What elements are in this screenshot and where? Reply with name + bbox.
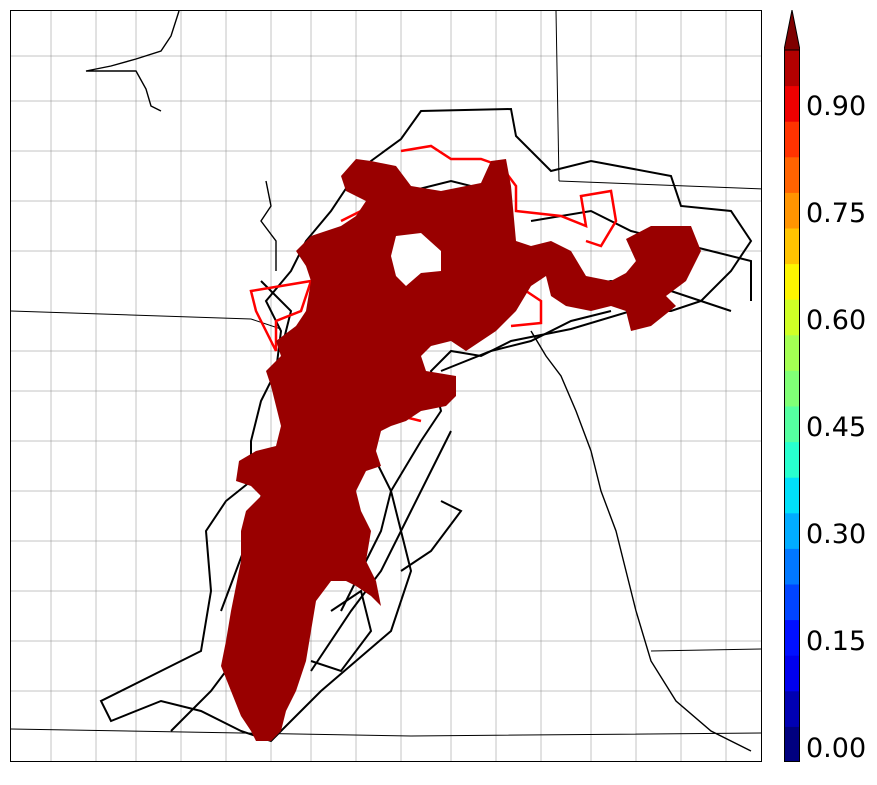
colorbar-segment	[784, 477, 800, 514]
colorbar-segment	[784, 50, 800, 87]
colorbar-segment	[784, 370, 800, 407]
colorbar-segment	[784, 548, 800, 585]
colorbar-tick-label: 0.75	[806, 198, 867, 229]
state-boundaries	[11, 11, 761, 737]
colorbar-segment	[784, 85, 800, 122]
colorbar-segment	[784, 263, 800, 300]
colorbar-tick-label: 0.15	[806, 626, 867, 657]
colorbar-segment	[784, 121, 800, 158]
colorbar-tick-label: 0.30	[806, 519, 867, 550]
colorbar-tick-label: 0.90	[806, 91, 867, 122]
rivers	[85, 11, 752, 752]
colorbar-segment	[784, 334, 800, 371]
colorbar-segment	[784, 584, 800, 621]
colorbar-segment	[784, 619, 800, 656]
colorbar-segment	[784, 192, 800, 229]
colorbar-tick-label: 0.60	[806, 305, 867, 336]
fill-gap	[391, 233, 441, 286]
colorbar-segment	[784, 156, 800, 193]
colorbar-segment	[784, 655, 800, 692]
colorbar-frame	[784, 49, 800, 762]
probability-fill	[221, 159, 701, 741]
colorbar-tick-label: 0.45	[806, 412, 867, 443]
colorbar	[784, 10, 800, 762]
colorbar-segment	[784, 406, 800, 443]
colorbar-segment	[784, 726, 800, 762]
colorbar-segment	[784, 228, 800, 265]
colorbar-segment	[784, 441, 800, 478]
map-panel	[10, 10, 762, 762]
colorbar-segment	[784, 299, 800, 336]
colorbar-segment	[784, 512, 800, 549]
colorbar-segment	[784, 690, 800, 727]
colorbar-tick-label: 0.00	[806, 733, 867, 764]
probability-map	[11, 11, 761, 761]
colorbar-extend-arrow	[784, 10, 800, 51]
